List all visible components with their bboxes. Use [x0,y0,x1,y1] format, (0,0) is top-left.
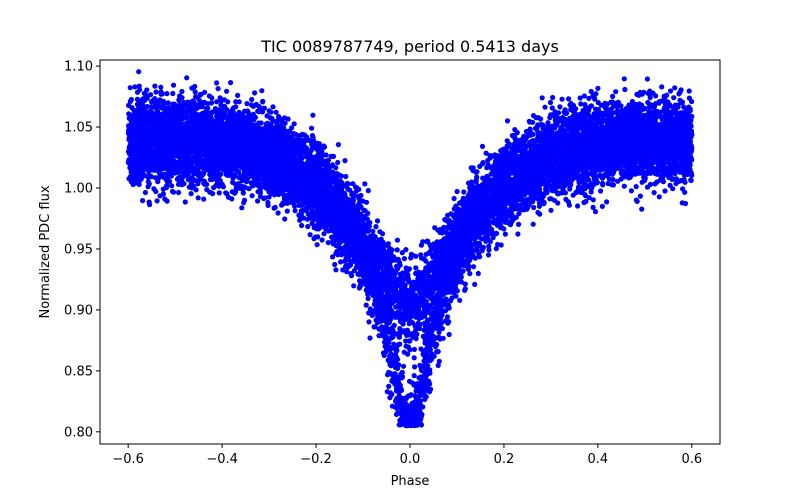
data-point [547,99,554,106]
data-point [252,90,258,96]
data-point [273,109,279,115]
data-point [373,224,379,230]
data-point [539,95,545,101]
data-point [148,92,154,98]
data-point [176,189,182,196]
data-point [164,198,170,204]
data-point [292,208,298,214]
data-point [628,188,635,194]
data-point [367,306,373,312]
data-point [515,231,521,237]
data-point [307,232,313,238]
data-point [485,252,492,258]
data-point [239,205,245,211]
data-point [214,80,220,86]
data-point [235,92,241,98]
data-point [475,270,481,277]
data-point [153,89,159,95]
data-point [615,178,621,184]
data-point [399,250,405,256]
data-point [412,364,418,370]
data-point [629,98,636,105]
data-point [363,302,369,308]
data-point [292,203,298,209]
data-point [275,210,281,216]
data-point [321,231,327,237]
data-point [205,105,211,111]
data-point [127,85,133,91]
data-point [228,80,234,86]
data-point [595,100,601,106]
data-point [333,267,339,273]
data-point [656,194,662,200]
data-point [394,247,400,253]
data-point [370,228,376,234]
data-point [622,86,628,93]
data-point [169,183,175,189]
data-point [244,101,250,107]
data-point [577,95,583,101]
data-point [270,104,276,110]
data-point [449,295,455,301]
data-point [184,75,190,81]
data-point [266,194,272,200]
data-point [454,188,460,195]
data-point [639,206,645,212]
data-point [335,142,341,148]
data-point [195,195,201,201]
data-point [411,355,417,361]
data-point [136,69,142,75]
data-point [330,254,336,260]
data-point [667,182,673,188]
data-point [457,297,463,303]
data-point [548,207,554,213]
data-point [662,188,668,194]
scatter-points [125,69,695,429]
data-point [462,281,468,287]
data-point [299,222,305,229]
data-point [451,206,457,212]
data-point [472,281,478,287]
data-point [179,88,185,95]
data-point [365,295,371,302]
chart-title: TIC 0089787749, period 0.5413 days [260,37,559,56]
data-point [188,191,194,197]
data-point [192,89,198,95]
data-point [282,216,288,222]
data-point [446,331,452,338]
data-point [530,221,536,227]
data-point [411,373,417,379]
data-point [401,256,407,262]
data-point [494,230,500,236]
data-point [215,86,221,92]
data-point [435,349,441,355]
data-point [142,189,148,196]
data-point [575,203,581,209]
data-point [187,103,193,109]
data-point [467,271,473,277]
data-point [157,97,163,103]
data-point [332,261,338,268]
data-point [387,395,393,401]
data-point [604,199,610,205]
data-point [204,187,210,193]
data-point [542,104,548,110]
data-point [578,101,584,107]
data-point [397,326,403,332]
data-point [316,141,322,147]
data-point [249,96,255,103]
data-point [458,279,464,285]
data-point [451,195,457,202]
